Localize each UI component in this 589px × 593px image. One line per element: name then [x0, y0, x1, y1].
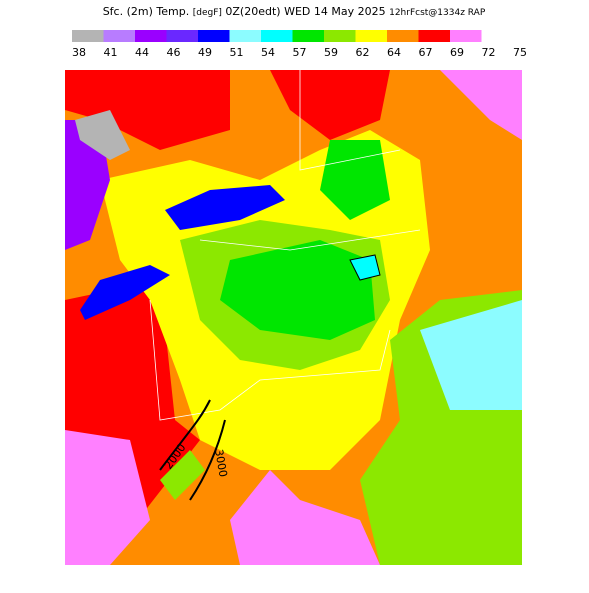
legend-swatch — [229, 30, 261, 42]
legend-swatch — [261, 30, 293, 42]
field-region — [165, 185, 285, 230]
legend-label: 67 — [419, 46, 433, 59]
field: Sfc. (2m) Temp. — [103, 5, 190, 18]
title: Sfc. (2m) Temp. [degF] 0Z(20edt) WED 14 … — [103, 5, 486, 18]
field-region — [320, 140, 390, 220]
field-region — [440, 70, 522, 140]
legend-swatch — [135, 30, 167, 42]
legend-label: 62 — [356, 46, 370, 59]
date: WED 14 May 2025 — [284, 5, 386, 18]
legend-swatch — [387, 30, 419, 42]
legend-swatch — [72, 30, 104, 42]
map-field: 2000 3000 — [65, 70, 522, 565]
legend-swatch — [166, 30, 198, 42]
legend-label: 51 — [230, 46, 244, 59]
units: [degF] — [193, 8, 222, 18]
legend-label: 59 — [324, 46, 338, 59]
legend-label: 38 — [72, 46, 86, 59]
field-region — [80, 265, 170, 320]
legend-label: 49 — [198, 46, 212, 59]
legend-label: 54 — [261, 46, 275, 59]
elevation-contour — [159, 399, 226, 501]
field-region — [160, 450, 205, 500]
field-region — [220, 240, 375, 340]
field-region — [230, 470, 380, 565]
legend-label: 41 — [104, 46, 118, 59]
forecast: 12hrFcst@1334z RAP — [389, 8, 486, 18]
field-region — [65, 430, 150, 565]
legend-label: 72 — [482, 46, 496, 59]
legend-swatch — [324, 30, 356, 42]
legend-swatch — [292, 30, 324, 42]
field-region — [75, 110, 130, 160]
contour-label: 3000 — [212, 448, 230, 478]
valid: 0Z(20edt) — [225, 5, 280, 18]
field-region — [65, 70, 230, 150]
legend-swatch — [103, 30, 135, 42]
legend-label: 46 — [167, 46, 181, 59]
field-region — [420, 300, 522, 410]
legend: 38 41 44 46 49 51 54 57 59 62 64 67 69 72 75 — [72, 30, 527, 59]
legend-label: 69 — [450, 46, 464, 59]
legend-swatch — [418, 30, 450, 42]
legend-swatch — [450, 30, 482, 42]
field-region — [349, 254, 381, 281]
state-border — [149, 70, 421, 421]
legend-label: 44 — [135, 46, 149, 59]
legend-swatch — [198, 30, 230, 42]
legend-label: 75 — [513, 46, 527, 59]
legend-swatch — [355, 30, 387, 42]
legend-label: 57 — [293, 46, 307, 59]
legend-label: 64 — [387, 46, 401, 59]
